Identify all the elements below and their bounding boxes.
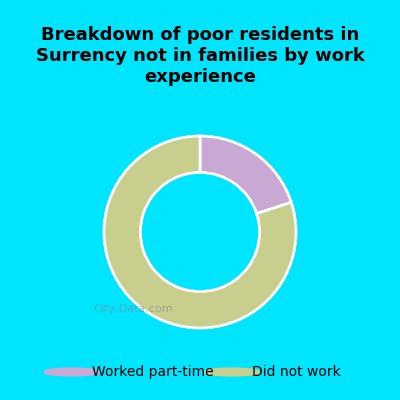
Wedge shape [104,136,296,328]
Text: Breakdown of poor residents in
Surrency not in families by work
experience: Breakdown of poor residents in Surrency … [36,26,364,86]
Wedge shape [200,136,291,214]
Text: Did not work: Did not work [252,365,341,379]
Text: Worked part-time: Worked part-time [92,365,214,379]
Circle shape [204,368,260,376]
Text: City-Data.com: City-Data.com [93,304,173,314]
Circle shape [44,368,100,376]
